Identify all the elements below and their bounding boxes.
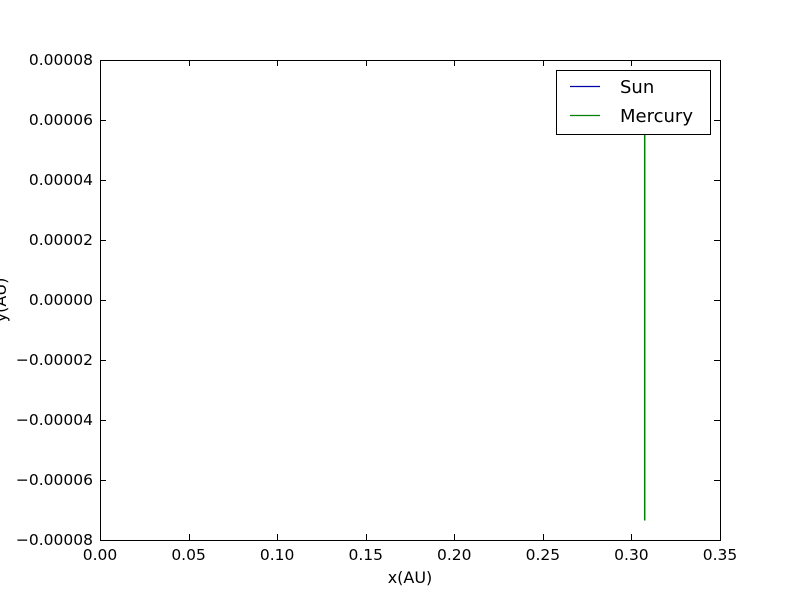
legend-box xyxy=(556,70,711,135)
x-tick-label: 0.10 xyxy=(260,546,295,564)
y-tick-label: 0.00000 xyxy=(29,291,93,309)
y-tick-label: −0.00006 xyxy=(16,471,93,489)
legend-label-sun: Sun xyxy=(620,77,654,98)
plot-background xyxy=(100,60,720,540)
legend-item-mercury: Mercury xyxy=(570,106,693,127)
x-tick-label: 0.30 xyxy=(614,546,649,564)
x-tick-label: 0.15 xyxy=(348,546,383,564)
plot-frame xyxy=(100,60,721,541)
x-axis-label: x(AU) xyxy=(388,568,433,587)
y-axis-label: y(AU) xyxy=(0,278,10,323)
y-tick-label: 0.00004 xyxy=(29,171,93,189)
y-tick-label: −0.00002 xyxy=(16,351,93,369)
x-tick-label: 0.00 xyxy=(83,546,118,564)
plot-area xyxy=(100,60,721,541)
y-tick-labels: −0.00008 −0.00006 −0.00004 −0.00002 0.00000 0… xyxy=(16,51,93,549)
x-tick-label: 0.25 xyxy=(526,546,561,564)
y-tick-label: 0.00002 xyxy=(29,231,93,249)
legend-item-sun: Sun xyxy=(570,77,654,98)
series-layer xyxy=(643,78,646,521)
legend-label-mercury: Mercury xyxy=(620,106,693,127)
x-tick-labels: 0.00 0.05 0.10 0.15 0.20 0.25 0.30 0.35 xyxy=(83,546,738,564)
legend: Sun Mercury xyxy=(556,70,711,135)
x-tick-label: 0.05 xyxy=(171,546,206,564)
x-tick-label: 0.35 xyxy=(703,546,738,564)
y-tick-label: 0.00006 xyxy=(29,111,93,129)
x-tick-label: 0.20 xyxy=(437,546,472,564)
y-tick-label: −0.00008 xyxy=(16,531,93,549)
y-tick-label: −0.00004 xyxy=(16,411,93,429)
y-tick-label: 0.00008 xyxy=(29,51,93,69)
